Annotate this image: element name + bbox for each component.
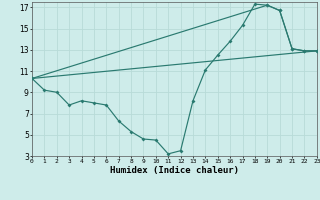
X-axis label: Humidex (Indice chaleur): Humidex (Indice chaleur) xyxy=(110,166,239,175)
